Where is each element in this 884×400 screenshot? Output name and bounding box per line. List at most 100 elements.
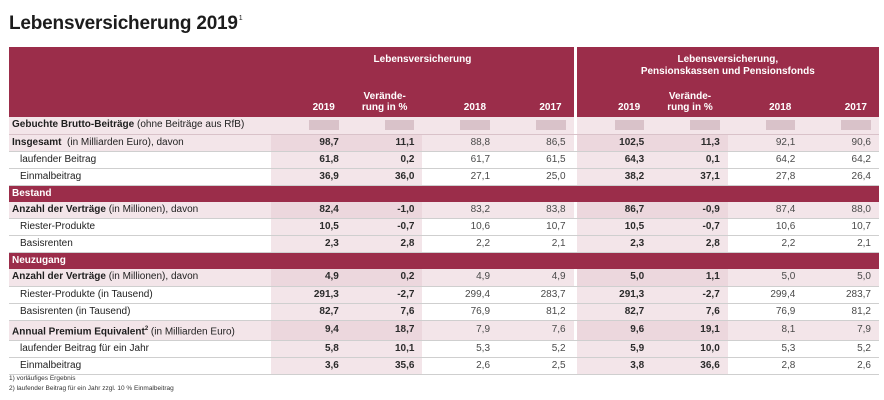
value-2018: 83,2 xyxy=(422,201,499,219)
value-2018: 61,7 xyxy=(422,151,499,169)
row-label-text: Basisrenten xyxy=(20,238,73,249)
row-label-text: Insgesamt xyxy=(12,136,62,148)
title-text: Lebensversicherung 2019 xyxy=(9,13,238,34)
value-2017: 5,2 xyxy=(498,340,574,358)
table-row: Anzahl der Verträge (in Millionen), davo… xyxy=(9,201,879,219)
row-label: Gebuchte Brutto-Beiträge (ohne Beiträge … xyxy=(9,117,272,135)
value-2017: 2,1 xyxy=(498,235,574,253)
value-2017: 83,8 xyxy=(498,201,574,219)
value-2018: 7,9 xyxy=(422,320,499,341)
value-2017-all: 2,6 xyxy=(803,357,879,375)
col-2017-all: 2017 xyxy=(803,91,879,117)
value-change-all: -0,9 xyxy=(652,201,728,219)
value-2017-all: 283,7 xyxy=(803,286,879,304)
value-2017-all: 26,4 xyxy=(803,168,879,186)
value-change: -2,7 xyxy=(346,286,423,304)
row-label-text: Bestand xyxy=(12,187,52,199)
value-change: 18,7 xyxy=(346,320,423,341)
value-change: 2,8 xyxy=(346,235,423,253)
footnote-2: 2) laufender Beitrag für ein Jahr zzgl. … xyxy=(9,385,174,392)
table-row: Riester-Produkte (in Tausend) 291,3 -2,7 29… xyxy=(9,286,879,304)
value-2019-all: 5,9 xyxy=(576,340,653,358)
value-2019-all: 291,3 xyxy=(576,286,653,304)
row-label: Anzahl der Verträge (in Millionen), davo… xyxy=(9,269,272,287)
header-group-all-line2: Pensionskassen und Pensionsfonds xyxy=(640,66,815,77)
value-2017: 7,6 xyxy=(498,320,574,341)
col-2019-all: 2019 xyxy=(576,91,653,117)
value-2018-all: 2,8 xyxy=(727,357,804,375)
value-2017-all: 64,2 xyxy=(803,151,879,169)
value-2018: 76,9 xyxy=(422,303,499,321)
row-label: Basisrenten xyxy=(9,235,272,253)
value-change: 10,1 xyxy=(346,340,423,358)
row-label-note: (in Millionen), davon xyxy=(105,271,199,283)
row-label: Einmalbeitrag xyxy=(9,168,272,186)
value-change-all: 1,1 xyxy=(652,269,728,287)
row-label-footnote-mark: 2 xyxy=(144,325,149,332)
value-2019-all: 102,5 xyxy=(576,134,653,152)
value-change-all: 7,6 xyxy=(652,303,728,321)
value-2017-all: 88,0 xyxy=(803,201,879,219)
value-2017: 283,7 xyxy=(498,286,574,304)
placeholder-cell xyxy=(576,117,653,135)
row-label-text: Anzahl der Verträge xyxy=(12,271,106,283)
table-row: Insgesamt (in Milliarden Euro), davon 98,… xyxy=(9,134,879,152)
table-row: Einmalbeitrag 3,6 35,6 2,6 2,5 3,8 36,6 2,8 2,6 xyxy=(9,357,879,375)
row-label-note: (ohne Beiträge aus RfB) xyxy=(134,119,245,131)
value-2019-all: 38,2 xyxy=(576,168,653,186)
value-2017: 81,2 xyxy=(498,303,574,321)
row-label-note: (in Milliarden Euro) xyxy=(148,325,235,337)
value-2018: 88,8 xyxy=(422,134,499,152)
row-label: Riester-Produkte xyxy=(9,218,272,236)
value-change: -0,7 xyxy=(346,218,423,236)
value-2018: 2,6 xyxy=(422,357,499,375)
table-row: laufender Beitrag 61,8 0,2 61,7 61,5 64,3 0,1 6… xyxy=(9,151,879,169)
header-blank xyxy=(9,47,272,91)
row-label-note: (in Milliarden Euro), davon xyxy=(61,136,184,148)
placeholder-cell xyxy=(652,117,728,135)
value-2019: 82,7 xyxy=(271,303,347,321)
value-2017: 10,7 xyxy=(498,218,574,236)
placeholder-cell xyxy=(727,117,804,135)
table-row: Einmalbeitrag 36,9 36,0 27,1 25,0 38,2 37,1 27,… xyxy=(9,168,879,186)
placeholder-cell xyxy=(271,117,347,135)
row-label: Basisrenten (in Tausend) xyxy=(9,303,272,321)
table-row: Annual Premium Equivalent2 (in Milliarde… xyxy=(9,320,879,341)
value-2019-all: 10,5 xyxy=(576,218,653,236)
placeholder-cell xyxy=(346,117,423,135)
value-2017-all: 90,6 xyxy=(803,134,879,152)
placeholder-cell xyxy=(498,117,574,135)
value-2017-all: 5,0 xyxy=(803,269,879,287)
value-change: 0,2 xyxy=(346,269,423,287)
col-2017: 2017 xyxy=(498,91,574,117)
value-2019-all: 5,0 xyxy=(576,269,653,287)
value-2019: 10,5 xyxy=(271,218,347,236)
value-2018-all: 27,8 xyxy=(727,168,804,186)
value-change: -1,0 xyxy=(346,201,423,219)
table-row: Bestand xyxy=(9,185,879,202)
row-label-text: Riester-Produkte (in Tausend) xyxy=(20,288,153,300)
row-label: Bestand xyxy=(9,185,879,202)
value-2018-all: 64,2 xyxy=(727,151,804,169)
value-2019-all: 64,3 xyxy=(576,151,653,169)
row-label-text: Einmalbeitrag xyxy=(20,359,82,371)
col-2018: 2018 xyxy=(422,91,499,117)
value-2018-all: 5,3 xyxy=(727,340,804,358)
row-label: laufender Beitrag xyxy=(9,151,272,169)
col-2018-all: 2018 xyxy=(727,91,804,117)
value-2019: 98,7 xyxy=(271,134,347,152)
value-2018: 10,6 xyxy=(422,218,499,236)
value-2018-all: 5,0 xyxy=(727,269,804,287)
value-change: 11,1 xyxy=(346,134,423,152)
row-label: Einmalbeitrag xyxy=(9,357,272,375)
value-2017: 2,5 xyxy=(498,357,574,375)
value-2018-all: 10,6 xyxy=(727,218,804,236)
header-group-all-line1: Lebensversicherung, xyxy=(677,54,779,65)
insurance-table: Lebensversicherung Lebensversicherung, P… xyxy=(9,47,879,375)
placeholder-cell xyxy=(803,117,879,135)
value-change: 35,6 xyxy=(346,357,423,375)
row-label-text: Riester-Produkte xyxy=(20,221,96,232)
table-row: Anzahl der Verträge (in Millionen), davo… xyxy=(9,269,879,287)
row-label-text: Annual Premium Equivalent xyxy=(12,325,145,337)
value-change-all: 0,1 xyxy=(652,151,728,169)
